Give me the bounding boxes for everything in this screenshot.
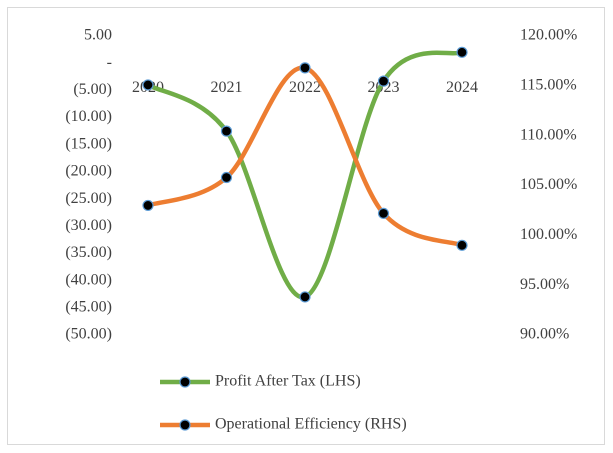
legend-label: Profit After Tax (LHS)	[215, 373, 361, 390]
y2-tick-label: 120.00%	[520, 27, 577, 44]
y-tick-label: -	[107, 54, 112, 71]
y2-tick-label: 90.00%	[520, 326, 569, 343]
y-tick-label: (50.00)	[65, 326, 112, 343]
y-tick-label: (40.00)	[65, 271, 112, 288]
data-point	[220, 125, 233, 137]
x-tick-label: 2024	[446, 79, 478, 96]
data-point	[142, 199, 154, 212]
y-tick-label: (45.00)	[65, 298, 112, 315]
data-point	[220, 171, 233, 184]
legend-marker	[179, 419, 191, 431]
y2-tick-label: 100.00%	[520, 226, 577, 243]
y-tick-label: (20.00)	[65, 163, 112, 180]
x-tick-label: 2022	[289, 79, 321, 96]
y2-tick-label: 110.00%	[520, 126, 577, 143]
data-point	[299, 62, 311, 74]
y2-tick-label: 115.00%	[520, 77, 577, 94]
data-point	[142, 79, 154, 91]
y-tick-label: (15.00)	[65, 135, 112, 152]
y-tick-label: (35.00)	[65, 244, 112, 261]
legend-label: Operational Efficiency (RHS)	[215, 416, 407, 433]
data-point	[377, 207, 390, 220]
data-point	[299, 291, 311, 303]
legend-marker	[179, 376, 191, 388]
chart-frame	[7, 7, 605, 445]
y-tick-label: 5.00	[84, 27, 112, 44]
y-tick-label: (30.00)	[65, 217, 112, 234]
x-tick-label: 2021	[211, 79, 243, 96]
y2-tick-label: 95.00%	[520, 276, 569, 293]
data-point	[456, 239, 468, 251]
y-tick-label: (25.00)	[65, 190, 112, 207]
data-point	[456, 46, 468, 58]
y-tick-label: (5.00)	[73, 81, 112, 98]
y2-tick-label: 105.00%	[520, 176, 577, 193]
data-point	[377, 75, 390, 87]
y-tick-label: (10.00)	[65, 108, 112, 125]
